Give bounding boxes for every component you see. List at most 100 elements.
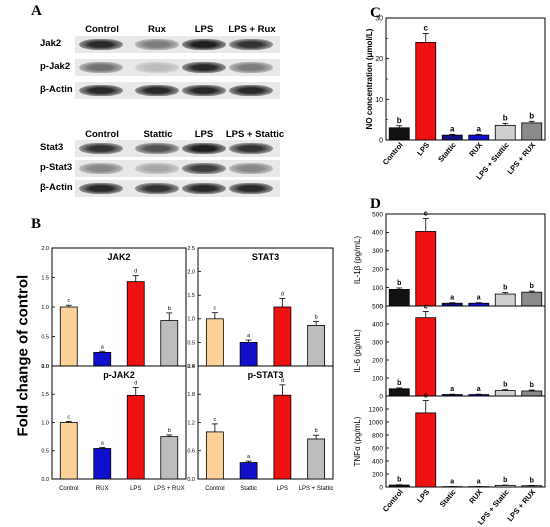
panel-c-significance-letter: a bbox=[477, 124, 482, 133]
panel-b-jak2-bar bbox=[59, 306, 78, 367]
panel-b-p-jak2-significance-letter: b bbox=[168, 428, 171, 434]
panel-b-stat3-bar bbox=[307, 325, 326, 367]
panel-b-stat3-significance-letter: a bbox=[247, 333, 251, 339]
panel-b-stat3-ytick-label: 2.0 bbox=[187, 270, 195, 276]
panel-b-jak2-ytick-label: 2.0 bbox=[41, 246, 49, 252]
panel-b-p-stat3-ytick-label: 2.4 bbox=[187, 364, 195, 370]
panel-b-p-stat3-bar bbox=[307, 438, 326, 480]
panel-b-x-label: RUX bbox=[96, 486, 109, 492]
panel-d-il6-ytick-label: 300 bbox=[372, 339, 383, 346]
panel-b-x-label: Control bbox=[205, 486, 224, 492]
blot-row-label: Stat3 bbox=[40, 142, 64, 153]
panel-b-p-stat3-bar bbox=[273, 394, 292, 480]
blot-band bbox=[229, 143, 273, 154]
panel-b-p-jak2-bar bbox=[160, 436, 179, 480]
panel-c-frame bbox=[385, 17, 546, 141]
blot-band bbox=[135, 163, 179, 174]
panel-b-p-jak2-ytick-label: 1.0 bbox=[41, 420, 49, 426]
panel-d-ylabel: IL-6 (pg/mL) bbox=[353, 329, 362, 373]
panel-d-il6-bar bbox=[388, 388, 410, 397]
panel-d-il1b-ytick-label: 200 bbox=[372, 266, 383, 273]
blot-row-label: Jak2 bbox=[40, 38, 62, 49]
blot-band bbox=[229, 85, 273, 96]
panel-d-tnfa-significance-letter: b bbox=[397, 477, 401, 484]
panel-d-tnfa-ytick-label: 1200 bbox=[369, 406, 384, 413]
panel-d-tnfa-ytick-label: 600 bbox=[372, 445, 383, 452]
blot-band bbox=[135, 183, 179, 194]
panel-d-tnfa-ytick-label: 400 bbox=[372, 458, 383, 465]
panel-d-il1b-ytick-label: 100 bbox=[372, 285, 383, 292]
panel-b-jak2-ytick-label: 0.0 bbox=[41, 364, 49, 370]
panel-d-il6-frame bbox=[385, 305, 546, 397]
panel-b-jak2-significance-letter: b bbox=[168, 306, 171, 312]
panel-b-p-stat3-significance-letter: c bbox=[214, 417, 217, 423]
blot-band bbox=[182, 143, 226, 154]
panel-d-il6-ytick-label: 0 bbox=[379, 393, 383, 400]
blot-lane-header: LPS bbox=[194, 24, 214, 35]
panel-b-p-jak2-ytick-label: 1.5 bbox=[41, 392, 49, 398]
blot-band bbox=[79, 183, 123, 194]
panel-c-bar bbox=[388, 127, 410, 141]
panel-c-x-label: Stattic bbox=[436, 141, 458, 164]
panel-b-jak2-ytick-label: 1.5 bbox=[41, 275, 49, 281]
blot-band bbox=[182, 85, 226, 96]
blot-band bbox=[79, 85, 123, 96]
panel-d-il6-bar bbox=[415, 317, 437, 397]
panel-d-il6-ytick-label: 100 bbox=[372, 375, 383, 382]
panel-b-p-stat3-bar bbox=[205, 431, 224, 480]
panel-c-ylabel: NO concentration (μmol/L) bbox=[365, 28, 374, 129]
blot-row-label: p-Jak2 bbox=[40, 61, 71, 72]
blot-band bbox=[79, 163, 123, 174]
blot-band bbox=[229, 39, 273, 50]
panel-d-il6-significance-letter: b bbox=[503, 382, 507, 389]
panel-b-subplot-title: p-JAK2 bbox=[103, 370, 135, 380]
panel-b-stat3-ytick-label: 2.5 bbox=[187, 246, 195, 252]
panel-d-il6-ytick-label: 200 bbox=[372, 357, 383, 364]
panel-b-jak2-significance-letter: d bbox=[134, 269, 137, 275]
panel-d-tnfa-ytick-label: 1000 bbox=[369, 419, 384, 426]
blot-band bbox=[135, 62, 179, 73]
panel-c-bar bbox=[415, 42, 437, 141]
blot-band bbox=[182, 62, 226, 73]
panel-b-stat3-ytick-label: 1.0 bbox=[187, 317, 195, 323]
panel-d-il6-bar bbox=[521, 390, 543, 397]
panel-b-stat3-ytick-label: 0.5 bbox=[187, 340, 195, 346]
panel-c-ytick-label: 30 bbox=[375, 15, 383, 22]
panel-d-il6-bar bbox=[494, 390, 516, 397]
blot-lane-header: LPS bbox=[194, 129, 214, 140]
panel-c-x-label: RUX bbox=[467, 141, 484, 159]
panel-d-il1b-ytick-label: 500 bbox=[372, 211, 383, 218]
panel-d-il1b-bar bbox=[521, 291, 543, 307]
panel-c-significance-letter: c bbox=[424, 23, 429, 32]
panel-b-p-jak2-ytick-label: 0.5 bbox=[41, 449, 49, 455]
panel-b-p-jak2-ytick-label: 0.0 bbox=[41, 477, 49, 483]
panel-c-ytick-label: 0 bbox=[379, 137, 383, 144]
panel-d-x-label: Control bbox=[381, 488, 405, 514]
panel-d-tnfa-bar bbox=[494, 484, 516, 488]
panel-d-tnfa-bar bbox=[521, 485, 543, 488]
panel-b-p-stat3-ytick-label: 1.2 bbox=[187, 420, 195, 426]
blot-row-label: p-Stat3 bbox=[40, 162, 73, 173]
panel-d-tnfa-frame bbox=[385, 395, 546, 488]
panel-d-il1b-significance-letter: b bbox=[530, 283, 534, 290]
panel-d-il1b-ytick-label: 0 bbox=[379, 303, 383, 310]
panel-d-tnfa-significance-letter: c bbox=[424, 393, 428, 400]
panel-b-p-stat3-ytick-label: 0.0 bbox=[187, 477, 195, 483]
panel-b-subplot-title: JAK2 bbox=[107, 252, 130, 262]
panel-d-il6-ytick-label: 400 bbox=[372, 321, 383, 328]
blot-band bbox=[135, 39, 179, 50]
panel-c-significance-letter: a bbox=[450, 124, 455, 133]
panel-d-x-label: Static bbox=[438, 488, 458, 509]
panel-b-x-label: LPS bbox=[130, 486, 141, 492]
panel-d-il1b-significance-letter: b bbox=[503, 285, 507, 292]
panel-b-x-label: LPS bbox=[277, 486, 288, 492]
blot-band bbox=[79, 39, 123, 50]
panel-d-il1b-bar bbox=[388, 289, 410, 307]
panel-d-il1b-frame bbox=[385, 213, 546, 307]
panel-b-stat3-bar bbox=[273, 306, 292, 367]
panel-d-tnfa-significance-letter: a bbox=[450, 478, 454, 485]
panel-b-jak2-significance-letter: c bbox=[67, 298, 70, 304]
panel-b-x-label: Stattic bbox=[240, 486, 257, 492]
blot-lane-header: Stattic bbox=[143, 129, 173, 140]
blot-lane-header: Rux bbox=[148, 24, 166, 35]
